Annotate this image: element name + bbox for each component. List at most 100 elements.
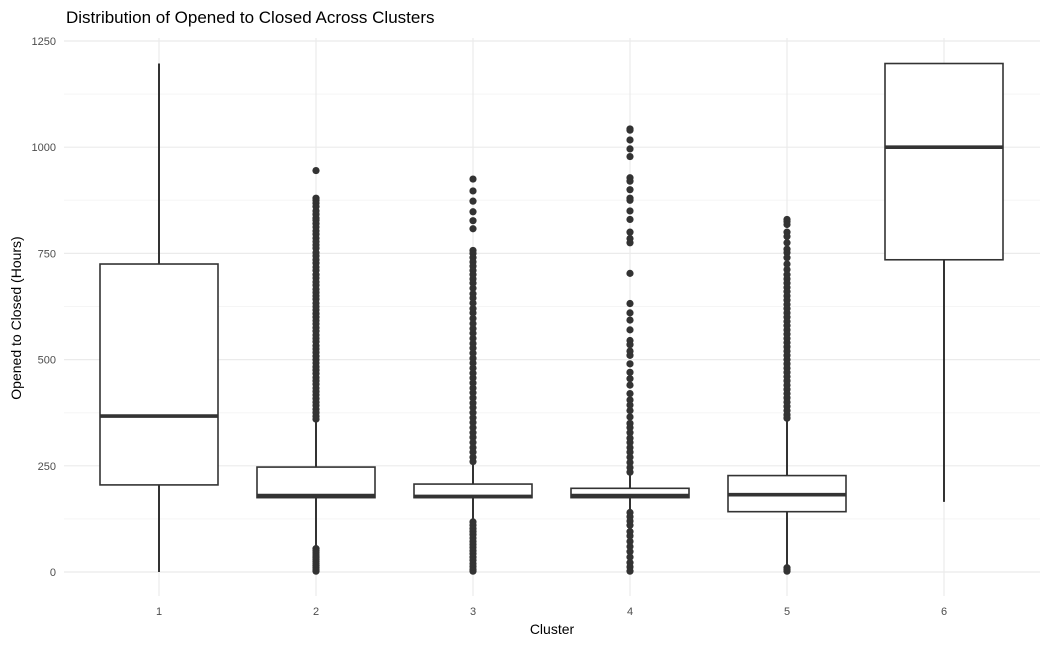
outlier-point [626,438,634,447]
outlier-point [626,136,634,144]
outlier-point [626,401,634,409]
outlier-point [469,379,477,387]
outlier-point [469,334,477,342]
outlier-point [626,207,634,215]
chart-title: Distribution of Opened to Closed Across … [66,8,435,27]
outlier-point [469,448,477,456]
outlier-point [469,364,477,372]
outlier-point [626,152,634,161]
outlier-point [626,177,634,185]
x-axis-title: Cluster [530,621,575,637]
box-cluster-3 [413,175,533,575]
outlier-point [312,415,320,423]
outlier-point [626,468,634,476]
outlier-point [469,433,477,441]
x-tick-label: 4 [627,606,633,618]
outlier-point [469,175,477,183]
y-tick-label: 1250 [32,36,56,48]
outlier-point [626,406,634,415]
outlier-point [626,145,634,153]
outlier-point [626,553,634,561]
outlier-point [469,438,477,447]
outlier-point [626,309,634,317]
x-axis-ticks: 1 2 3 4 5 6 [156,606,947,618]
outlier-point [469,294,477,302]
outlier-point [783,254,791,262]
outlier-point [469,404,477,412]
outlier-point [783,567,791,575]
x-tick-label: 5 [784,606,790,618]
outlier-point [626,458,634,467]
outlier-point [469,349,477,357]
outlier-point [626,326,634,334]
outlier-point [469,457,477,466]
outlier-point [626,423,634,432]
outlier-point [469,409,477,417]
boxes [99,62,1004,575]
outlier-point [626,453,634,461]
box-cluster-6 [884,62,1004,502]
y-axis-ticks: 0 250 500 750 1000 1250 [32,36,56,579]
outlier-point [626,381,634,389]
outlier-point [469,418,477,427]
y-tick-label: 250 [38,461,56,473]
outlier-point [469,217,477,225]
outlier-point [626,542,634,551]
outlier-point [469,279,477,287]
outlier-point [469,329,477,337]
outlier-point [626,215,634,224]
outlier-point [626,537,634,546]
outlier-point [469,299,477,307]
outlier-point [783,220,791,229]
outlier-point [783,232,791,241]
iqr-box [256,466,376,499]
outlier-point [312,567,320,575]
outlier-point [469,394,477,402]
outlier-point [626,413,634,421]
outlier-point [626,429,634,437]
outlier-point [626,389,634,398]
outlier-point [626,299,634,308]
outlier-point [469,187,477,195]
box-cluster-1 [99,63,219,572]
outlier-point [626,375,634,383]
y-axis-title: Opened to Closed (Hours) [8,236,24,399]
outlier-point [469,567,477,575]
x-tick-label: 6 [941,606,947,618]
outlier-point [626,126,634,134]
outlier-point [469,389,477,397]
x-tick-label: 1 [156,606,162,618]
outlier-point [626,351,634,359]
outlier-point [783,248,791,257]
outlier-point [783,239,791,247]
outlier-point [626,360,634,368]
outlier-point [626,239,634,247]
y-tick-label: 1000 [32,142,56,154]
outlier-point [469,423,477,432]
outlier-point [626,316,634,324]
outlier-point [469,225,477,233]
x-tick-label: 2 [313,606,319,618]
outlier-point [626,532,634,540]
outlier-point [469,319,477,328]
x-tick-label: 3 [470,606,476,618]
y-tick-label: 750 [38,248,56,260]
outlier-point [469,314,477,322]
outlier-point [626,567,634,575]
outlier-point [626,269,634,277]
outlier-point [469,284,477,292]
outlier-point [626,196,634,204]
box-cluster-4 [570,125,690,575]
box-cluster-5 [727,215,847,575]
outlier-point [626,341,634,349]
outlier-point [469,208,477,216]
iqr-box [99,263,219,486]
outlier-point [469,197,477,205]
outlier-point [626,396,634,404]
outlier-point [469,309,477,317]
outlier-point [312,166,320,175]
outlier-point [626,521,634,529]
outlier-point [626,448,634,456]
y-tick-label: 0 [50,567,56,579]
